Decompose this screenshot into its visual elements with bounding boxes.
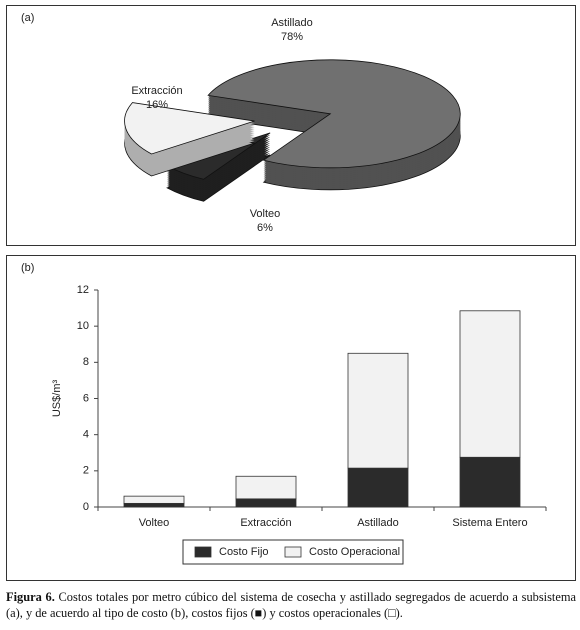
legend-swatch <box>284 546 302 558</box>
legend-label: Costo Operacional <box>309 546 400 558</box>
slice-top <box>124 102 255 155</box>
slice-value-label: 78% <box>281 31 303 43</box>
bar-segment <box>459 310 521 458</box>
bar-segment <box>459 456 521 508</box>
bar-segment <box>235 475 297 500</box>
panel-label: (a) <box>21 12 34 24</box>
slice-top <box>207 59 461 169</box>
y-tick-label: 12 <box>77 284 89 296</box>
pie-chart: (a) Astillado 78% Volteo 6% Extracción 16% <box>21 12 461 234</box>
bar-segment <box>347 467 409 508</box>
slice-value-label: 16% <box>146 99 168 111</box>
legend-label: Costo Fijo <box>219 546 269 558</box>
bar-segment <box>235 498 297 508</box>
panel-b: (b) 0 2 4 6 8 10 12 US$/m³ Volteo Extracción Astil… <box>6 255 576 581</box>
caption-text: Costos totales por metro cúbico del sist… <box>6 590 576 620</box>
y-tick-label: 0 <box>83 501 89 513</box>
x-tick-label: Volteo <box>139 517 170 529</box>
slice-label: Astillado <box>271 17 313 29</box>
y-tick-label: 10 <box>77 320 89 332</box>
legend-swatch <box>194 546 212 558</box>
x-tick-label: Sistema Entero <box>452 517 527 529</box>
y-tick-label: 4 <box>83 429 89 441</box>
x-tick-label: Extracción <box>240 517 291 529</box>
bar-chart: (b) 0 2 4 6 8 10 12 US$/m³ Volteo Extracción Astil… <box>21 262 547 565</box>
caption-label: Figura 6. <box>6 590 55 604</box>
bar-segment <box>123 502 185 508</box>
x-tick-label: Astillado <box>357 517 399 529</box>
pie-slice <box>207 59 461 191</box>
panel-label: (b) <box>21 262 34 274</box>
slice-label: Volteo <box>250 208 281 220</box>
slice-label: Extracción <box>131 85 182 97</box>
y-tick-label: 2 <box>83 465 89 477</box>
pie-slice <box>124 102 255 177</box>
panel-a: (a) Astillado 78% Volteo 6% Extracción 16% <box>6 5 576 246</box>
y-axis-label: US$/m³ <box>51 380 63 418</box>
bar-segment <box>123 495 185 504</box>
slice-value-label: 6% <box>257 222 273 234</box>
bar-segment <box>347 352 409 469</box>
y-tick-label: 8 <box>83 356 89 368</box>
y-tick-label: 6 <box>83 392 89 404</box>
caption: Figura 6. Costos totales por metro cúbic… <box>6 589 576 621</box>
